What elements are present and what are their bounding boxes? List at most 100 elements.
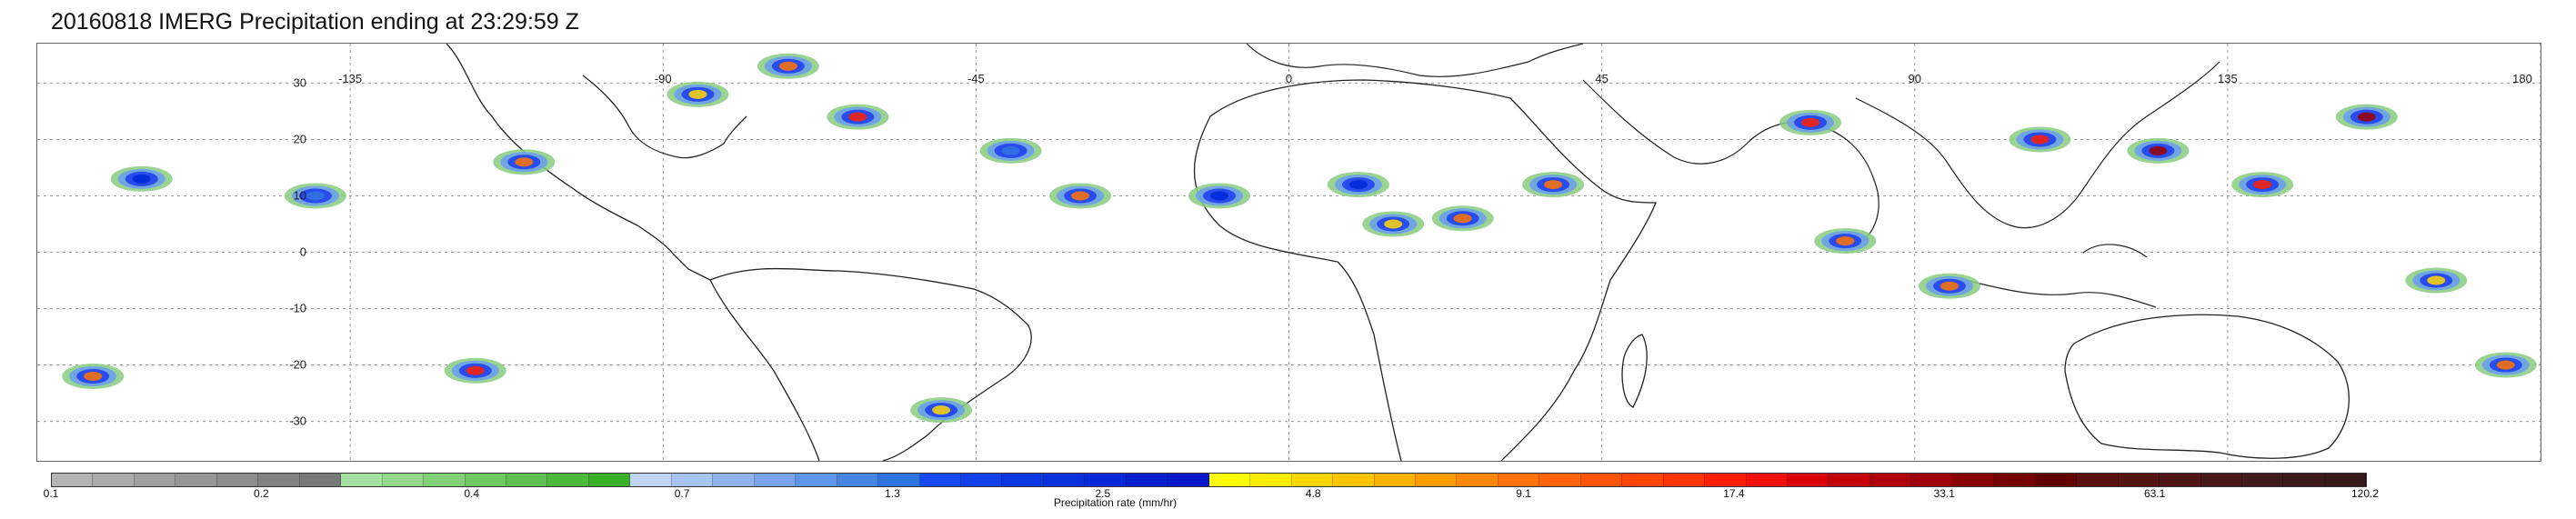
latitude-label: 20 <box>294 132 306 145</box>
colorbar-segment <box>1622 474 1664 486</box>
precip-cell <box>1327 172 1389 198</box>
colorbar-segment <box>341 474 383 486</box>
colorbar-segment <box>1994 474 2036 486</box>
latitude-label: 30 <box>294 75 306 89</box>
precip-contour <box>1210 191 1229 201</box>
map-canvas: -135 -90 -45 0 45 90 135 180 30 20 10 0 -10 -20 -30 <box>37 44 2541 461</box>
maritime-asia-coast <box>1964 244 2157 308</box>
colorbar-segment <box>1250 474 1292 486</box>
colorbar-segment <box>1126 474 1168 486</box>
colorbar-tick-label: 1.3 <box>885 487 900 500</box>
colorbar-segment <box>465 474 506 486</box>
precip-cell <box>110 165 173 192</box>
colorbar-segment <box>796 474 837 486</box>
colorbar-segment <box>1002 474 1044 486</box>
colorbar-segment <box>1333 474 1375 486</box>
precip-contour <box>688 89 707 99</box>
colorbar-segment <box>1291 474 1334 486</box>
asia-coast <box>1855 61 2220 229</box>
longitude-label: 180 <box>2512 72 2532 85</box>
precip-contour <box>2030 135 2050 145</box>
south-america-coast <box>709 267 1032 461</box>
colorbar-segment <box>2200 474 2243 486</box>
precip-cell <box>1522 172 1585 198</box>
colorbar-segment <box>1952 474 1995 486</box>
precipitation-map[interactable]: -135 -90 -45 0 45 90 135 180 30 20 10 0 -10 -20 -30 <box>36 43 2541 462</box>
precip-contour <box>2427 275 2446 285</box>
precip-contour <box>2357 112 2376 122</box>
longitude-label: -90 <box>655 72 672 85</box>
colorbar-segment <box>588 474 631 486</box>
latitude-label: 10 <box>294 188 306 202</box>
colorbar-segment <box>299 474 342 486</box>
precip-contour <box>132 174 151 184</box>
colorbar-label-text: Precipitation rate (mm/hr) <box>1053 496 1178 509</box>
colorbar-segment <box>1911 474 1953 486</box>
arabia-coast <box>1582 79 1879 240</box>
precip-contour <box>1801 117 1820 127</box>
precip-cell <box>2127 137 2190 164</box>
precip-cell <box>910 397 973 424</box>
latitude-label: -10 <box>289 302 306 315</box>
longitude-label: -135 <box>338 72 362 85</box>
colorbar-tick-label: 2.5 <box>1095 487 1111 500</box>
colorbar-tick-label: 0.7 <box>674 487 690 500</box>
precip-contour <box>1836 236 1855 246</box>
colorbar-segment <box>1208 474 1251 486</box>
colorbar-segment <box>258 474 300 486</box>
precip-cell <box>1779 109 1842 135</box>
colorbar-tick-label: 63.1 <box>2143 487 2166 500</box>
precip-cell <box>2231 172 2294 198</box>
precip-cell <box>667 81 729 107</box>
precipitation-overlay <box>62 53 2537 424</box>
colorbar-segment <box>547 474 589 486</box>
north-america-coast <box>446 44 711 281</box>
precip-cell <box>979 137 1042 164</box>
precip-contour <box>1544 180 1563 190</box>
colorbar-segment <box>1746 474 1789 486</box>
colorbar-segment <box>2283 474 2325 486</box>
colorbar-segment <box>671 474 714 486</box>
colorbar-segment <box>2118 474 2160 486</box>
map-title: 20160818 IMERG Precipitation ending at 2… <box>51 9 579 35</box>
colorbar-segment <box>1043 474 1086 486</box>
colorbar-segment <box>216 474 259 486</box>
colorbar-segment <box>1869 474 1912 486</box>
axis-labels: -135 -90 -45 0 45 90 135 180 30 20 10 0 -10 -20 -30 <box>289 72 2532 428</box>
latitude-label: -30 <box>289 414 306 428</box>
colorbar-segment <box>878 474 920 486</box>
longitude-label: 135 <box>2218 72 2238 85</box>
precip-cell <box>2405 267 2468 294</box>
colorbar-tick-label: 0.2 <box>254 487 269 500</box>
colorbar-segment <box>2160 474 2201 486</box>
colorbar-segment <box>134 474 176 486</box>
colorbar-segment <box>1829 474 1870 486</box>
colorbar-segment <box>506 474 548 486</box>
colorbar-segment <box>919 474 961 486</box>
colorbar-segment <box>754 474 797 486</box>
precip-contour <box>1453 214 1472 224</box>
longitude-label: 0 <box>1286 72 1292 85</box>
precip-contour <box>2496 360 2515 370</box>
precip-cell <box>493 149 556 175</box>
colorbar-segment <box>1539 474 1581 486</box>
precip-cell <box>2009 126 2071 153</box>
precipitation-colorbar <box>51 473 2367 487</box>
colorbar-segment <box>2035 474 2078 486</box>
precip-contour <box>2149 145 2168 155</box>
precip-cell <box>1049 183 1112 209</box>
precip-contour <box>84 371 103 381</box>
colorbar-segment <box>1457 474 1498 486</box>
colorbar-tick-label: 9.1 <box>1516 487 1531 500</box>
australia-coast <box>2064 314 2350 459</box>
colorbar-segment <box>1580 474 1623 486</box>
colorbar-segment <box>424 474 466 486</box>
colorbar-segment <box>1374 474 1416 486</box>
colorbar-segment <box>960 474 1003 486</box>
europe-coast <box>1246 44 1584 77</box>
colorbar-segment <box>713 474 755 486</box>
precip-contour <box>466 365 485 375</box>
longitude-label: 90 <box>1909 72 1921 85</box>
colorbar-segment <box>1415 474 1458 486</box>
colorbar-segment <box>52 474 94 486</box>
